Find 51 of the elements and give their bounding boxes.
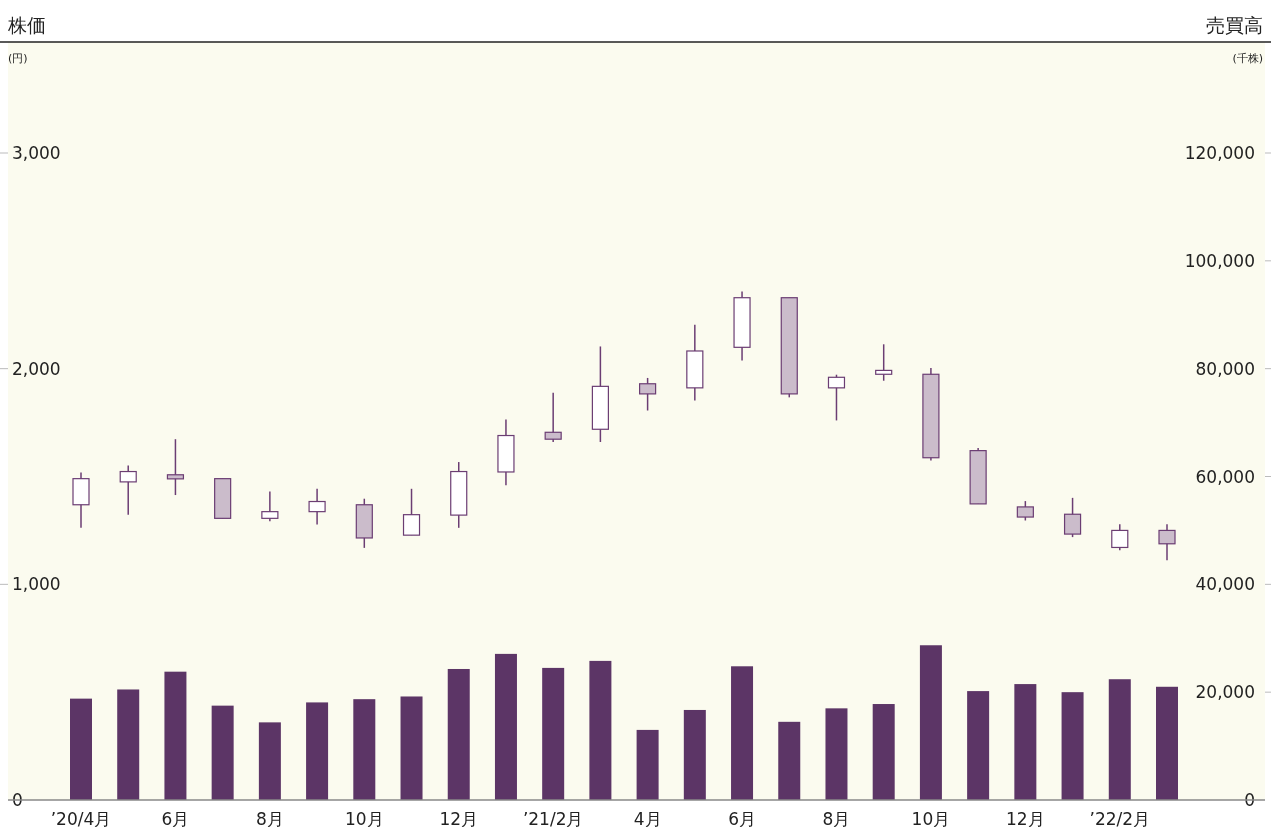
x-tick-label: 8月 <box>822 809 851 827</box>
x-tick-label: ’22/2月 <box>1089 809 1151 827</box>
bar <box>967 691 990 800</box>
y-tick-label: 1,000 <box>12 574 61 595</box>
bar <box>1061 692 1084 800</box>
bar <box>589 660 612 800</box>
text: 株価 <box>7 14 46 36</box>
bar <box>117 689 140 800</box>
y2-tick-label: 80,000 <box>1195 358 1255 379</box>
x-tick-label: 10月 <box>911 809 951 827</box>
bar <box>1014 684 1037 800</box>
x-tick-label: 8月 <box>255 809 284 827</box>
x-tick-label: ’20/4月 <box>50 809 112 827</box>
bar <box>683 709 706 800</box>
bar <box>778 721 801 800</box>
bar <box>919 645 942 800</box>
bar <box>211 705 234 800</box>
bar <box>636 729 659 800</box>
text: 売買高 <box>1206 14 1263 36</box>
bar <box>258 722 281 800</box>
x-tick-label: 4月 <box>633 809 662 827</box>
bar <box>494 653 517 800</box>
y2-tick-label: 40,000 <box>1195 574 1255 595</box>
x-tick-label: 12月 <box>439 809 479 827</box>
x-tick-label: ’21/2月 <box>522 809 584 827</box>
y-tick-label: 0 <box>12 790 23 810</box>
y2-tick-label: 120,000 <box>1184 143 1255 163</box>
y-tick-label: 2,000 <box>12 358 61 379</box>
text: (円) <box>8 52 28 65</box>
x-tick-label: 6月 <box>161 809 190 827</box>
y-tick-label: 3,000 <box>12 143 61 163</box>
x-tick-label: 12月 <box>1006 809 1045 827</box>
bar <box>400 696 423 800</box>
bar <box>70 698 92 800</box>
y2-tick-label: 100,000 <box>1184 250 1255 271</box>
bar <box>164 671 187 800</box>
bar <box>731 666 754 800</box>
bar <box>872 704 895 800</box>
x-tick-label: 10月 <box>344 809 384 827</box>
bar <box>825 708 848 800</box>
bar <box>1108 679 1131 800</box>
text: (千株) <box>1232 52 1263 65</box>
bar <box>542 667 565 800</box>
bar <box>353 699 376 800</box>
y2-tick-label: 60,000 <box>1195 466 1255 487</box>
bar <box>447 668 470 800</box>
bar <box>306 702 329 800</box>
y2-tick-label: 20,000 <box>1195 682 1255 703</box>
x-tick-label: 6月 <box>728 809 756 827</box>
y2-tick-label: 0 <box>1244 790 1255 810</box>
bar <box>1156 686 1178 800</box>
